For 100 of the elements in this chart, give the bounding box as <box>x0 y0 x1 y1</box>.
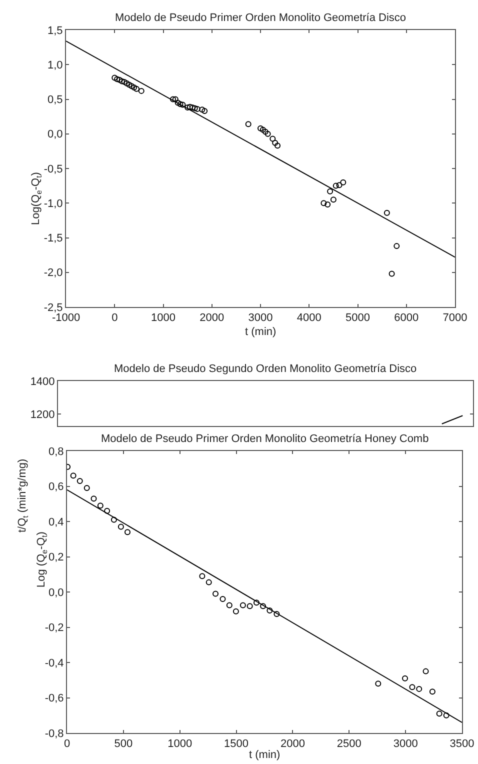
y-tick-label: 0,4 <box>48 516 64 528</box>
point <box>443 712 450 718</box>
point <box>206 579 212 586</box>
x-tick-label: 2000 <box>200 312 224 324</box>
point <box>189 104 196 111</box>
point <box>262 128 268 135</box>
y-tick-label: -0,4 <box>44 657 64 670</box>
x-axis-title: t (min) <box>245 326 276 338</box>
point <box>184 104 191 111</box>
y-tick-label: 1200 <box>30 408 55 421</box>
point <box>320 200 327 206</box>
chart-title: Modelo de Pseudo Primer Orden Monolito Geometría Honey Comb <box>101 433 429 445</box>
x-tick-label: 3000 <box>393 738 418 750</box>
y-tick-label: -1,5 <box>44 232 63 245</box>
point <box>422 668 429 674</box>
point <box>84 485 90 492</box>
point <box>138 88 144 94</box>
y-tick-label: -0,5 <box>44 163 63 176</box>
point <box>118 78 125 84</box>
point <box>258 125 264 132</box>
x-tick-label: 4000 <box>296 312 322 324</box>
point <box>121 78 128 85</box>
point <box>114 76 120 82</box>
point <box>409 684 416 690</box>
y-tick-label: 1,0 <box>48 59 63 72</box>
y-tick-label: 0,0 <box>48 586 64 599</box>
point <box>416 686 422 692</box>
point <box>110 516 117 523</box>
point <box>194 106 200 112</box>
point <box>324 202 331 208</box>
y-tick-label: -1,0 <box>44 198 63 210</box>
x-tick-label: 0 <box>112 312 118 324</box>
x-tick-label: 7000 <box>442 312 468 324</box>
x-tick-label: 1000 <box>151 312 176 324</box>
point <box>186 104 193 110</box>
point <box>220 596 226 602</box>
point <box>274 142 281 149</box>
point <box>131 84 138 90</box>
point <box>226 602 232 608</box>
point <box>212 590 219 597</box>
point <box>330 196 336 203</box>
y-tick-label: 0,0 <box>48 128 63 141</box>
point <box>124 529 130 536</box>
point <box>402 675 408 682</box>
point <box>90 496 97 502</box>
point <box>274 611 280 618</box>
point <box>124 80 130 86</box>
x-tick-label: 3000 <box>248 312 273 324</box>
point <box>272 140 278 146</box>
point <box>332 182 339 189</box>
point <box>192 105 198 112</box>
point <box>128 83 135 90</box>
point <box>240 602 246 608</box>
point <box>199 573 206 580</box>
point <box>253 600 260 606</box>
point <box>177 101 184 108</box>
point <box>270 136 276 142</box>
point <box>118 524 124 530</box>
point <box>126 82 132 88</box>
point <box>104 508 110 514</box>
point <box>134 86 140 92</box>
point <box>232 608 239 614</box>
point <box>384 210 390 216</box>
point <box>76 478 83 484</box>
point <box>375 680 382 687</box>
point <box>116 76 122 83</box>
x-tick-label: 6000 <box>394 312 419 324</box>
x-tick-label: 500 <box>114 738 133 750</box>
point <box>260 126 266 133</box>
point <box>170 96 176 102</box>
point <box>172 96 178 102</box>
point <box>327 188 334 194</box>
y-tick-label: -0,8 <box>44 728 64 740</box>
x-tick-label: 5000 <box>346 312 370 324</box>
x-tick-label: 1500 <box>224 738 249 750</box>
y-tick-label: -2,5 <box>44 302 63 314</box>
y-tick-label: 0,2 <box>48 552 64 564</box>
point <box>202 108 208 114</box>
point <box>174 100 181 106</box>
x-tick-label: -1000 <box>52 312 80 324</box>
y-tick-label: 0,8 <box>48 446 64 458</box>
point <box>266 608 273 614</box>
point <box>246 603 253 610</box>
point <box>97 502 104 509</box>
y-tick-label: 0,6 <box>48 481 64 494</box>
y-tick-label: 0,5 <box>48 94 63 106</box>
x-tick-label: 1000 <box>168 738 192 750</box>
point <box>436 710 442 717</box>
y-tick-label: 1400 <box>30 376 55 388</box>
chart-title: Modelo de Pseudo Primer Orden Monolito Geometría Disco <box>115 12 406 24</box>
point <box>245 121 252 128</box>
x-axis-title: t (min) <box>249 749 280 761</box>
point <box>70 472 76 479</box>
point <box>429 688 436 695</box>
point <box>340 179 346 186</box>
point <box>112 74 118 81</box>
chart-title: Modelo de Pseudo Segundo Orden Monolito Geometría Disco <box>114 363 417 375</box>
point <box>336 182 342 188</box>
point <box>199 106 206 113</box>
x-tick-label: 2500 <box>336 738 362 750</box>
